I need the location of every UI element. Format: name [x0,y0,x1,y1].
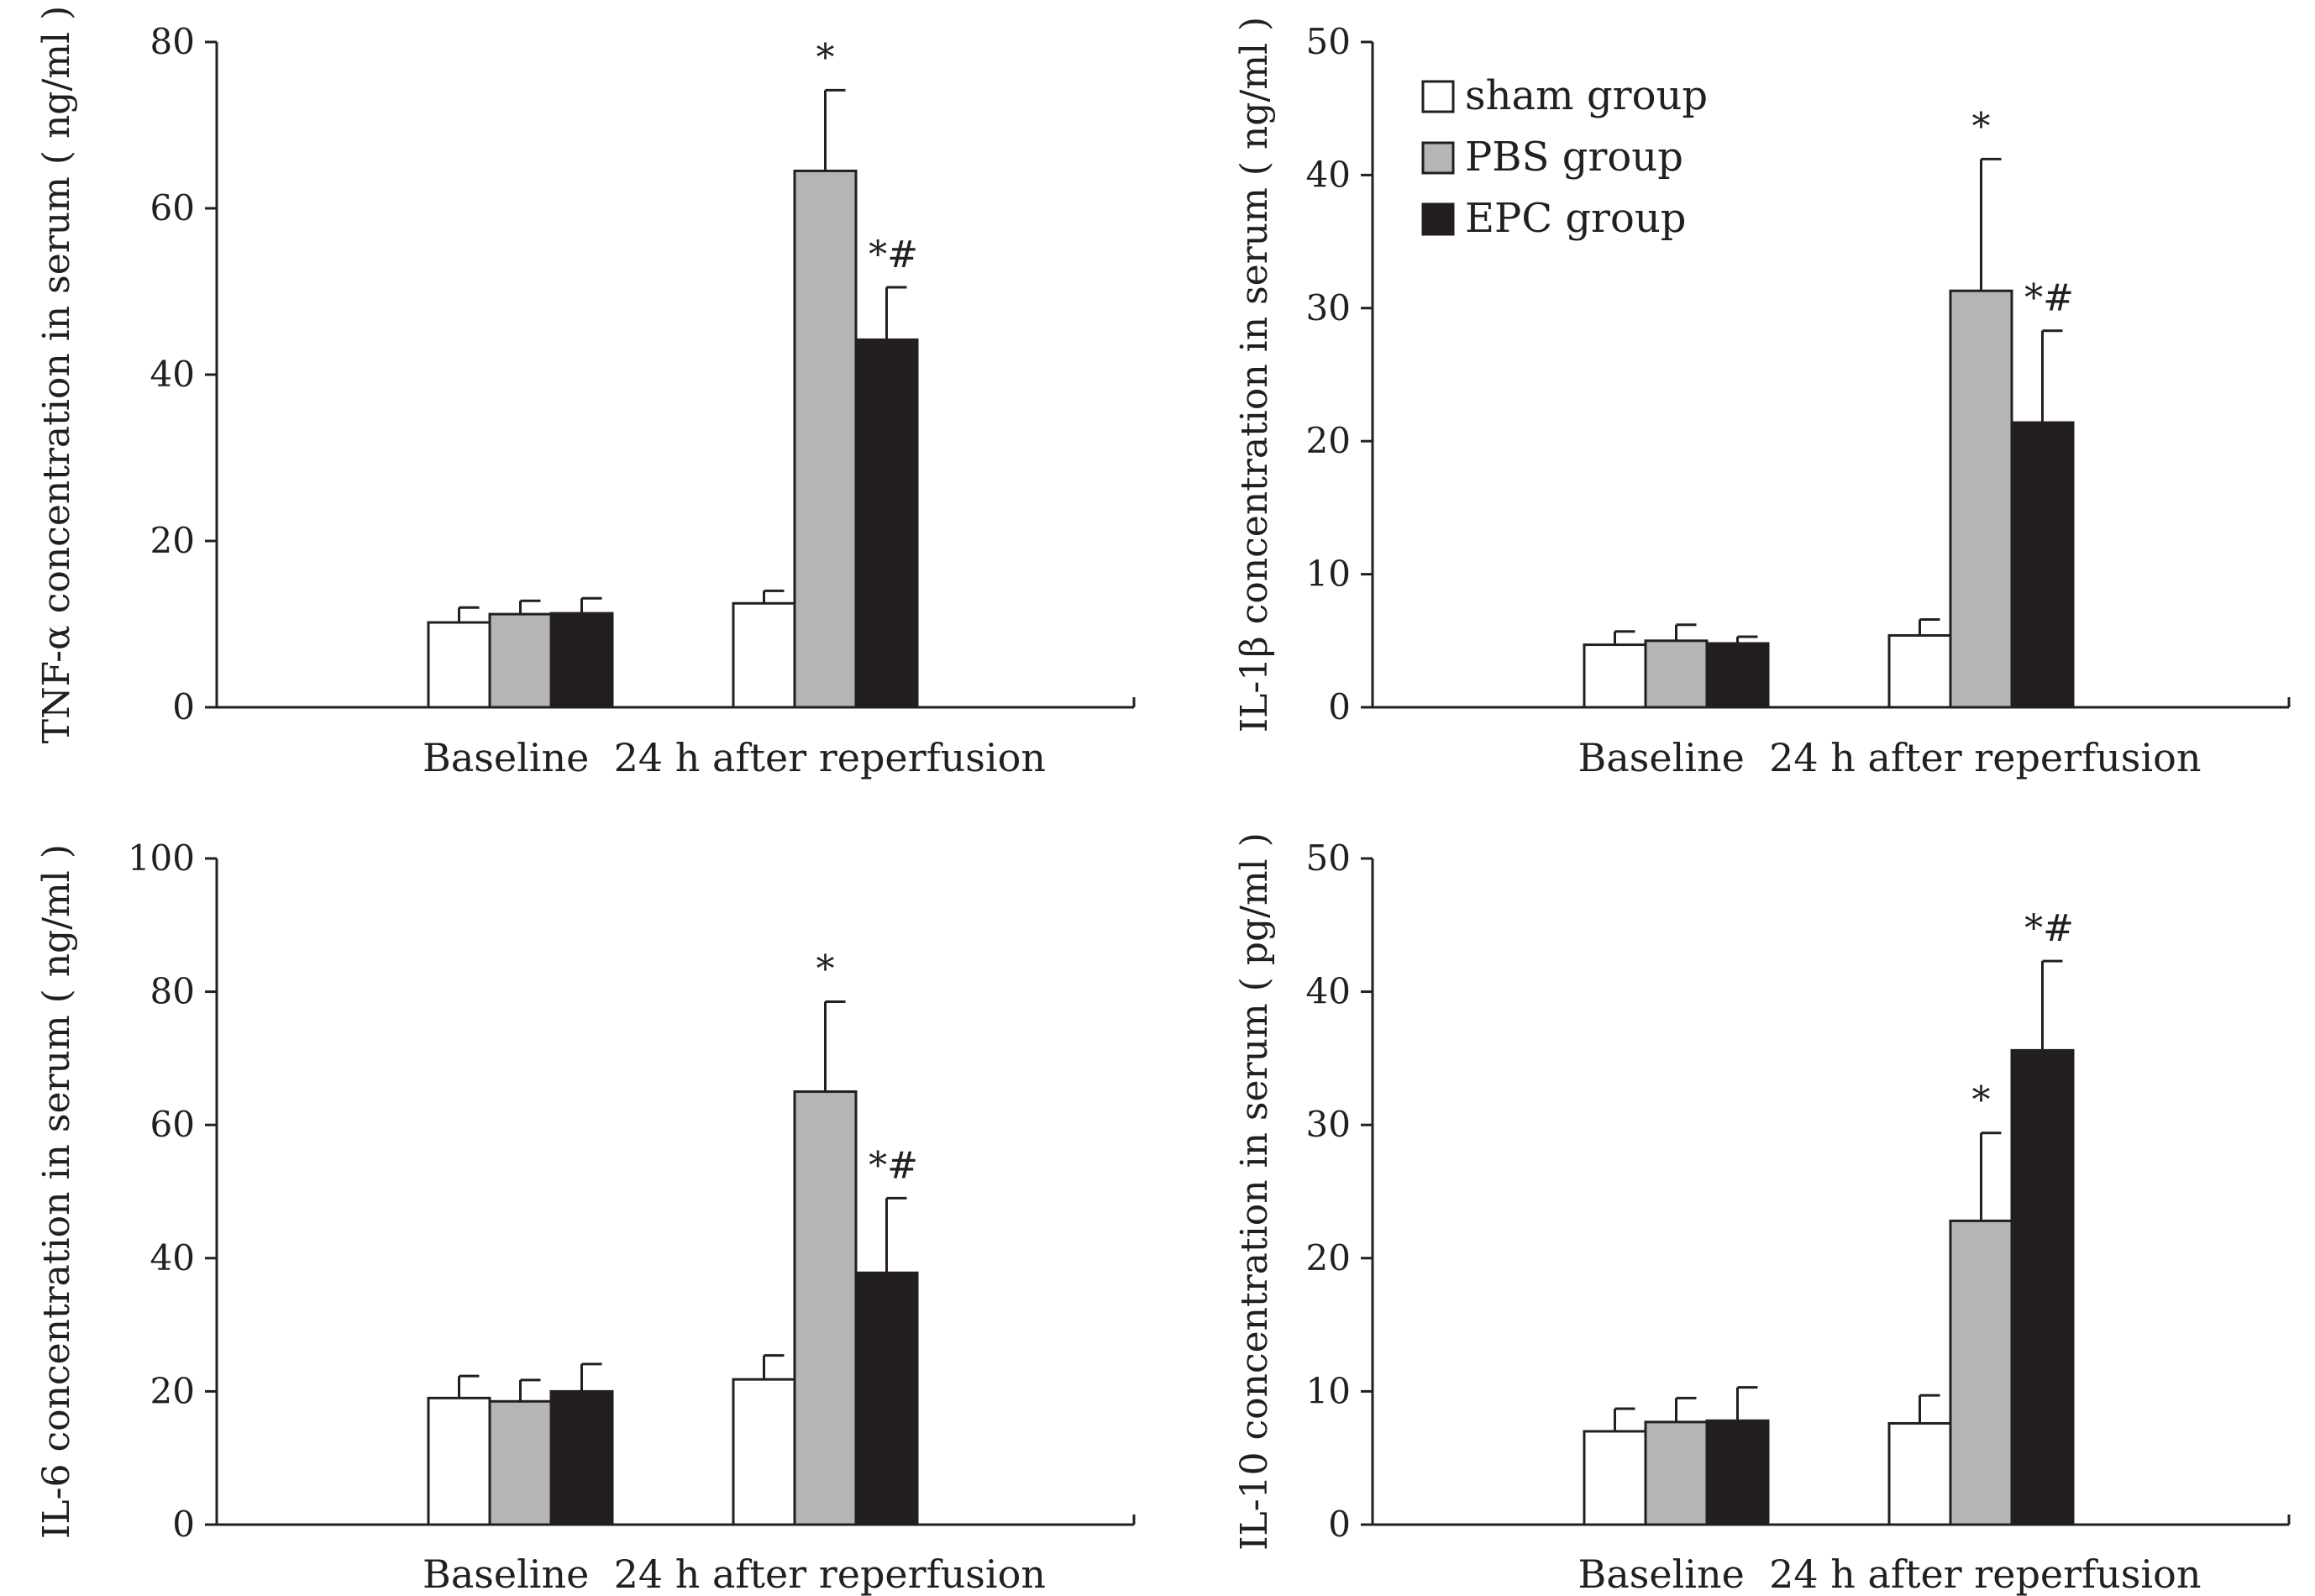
legend-swatch [1421,141,1455,175]
bar [732,1378,796,1526]
y-tick-label: 0 [1328,1504,1351,1545]
legend-label: sham group [1465,72,1708,119]
x-category-label: Baseline 24 h after reperfusion [1578,735,2202,780]
bar [1644,1420,1709,1526]
y-tick-label: 0 [1328,686,1351,727]
bar [427,1396,491,1526]
x-category-label: Baseline 24 h after reperfusion [1578,1551,2202,1596]
y-tick-label: 60 [150,187,195,228]
legend-label: EPC group [1465,195,1687,242]
chart-panel-1: 0 20 40 60 80 TNF-α concentration in serum ( … [35,6,1136,780]
bar [488,1399,553,1526]
y-tick-label: 20 [1306,1237,1351,1278]
y-tick-label: 40 [1306,971,1351,1012]
bar [1949,289,2013,709]
significance-mark: *# [2024,907,2074,950]
bar [2010,421,2075,709]
bar [1583,643,1647,709]
significance-mark: * [816,948,835,990]
y-axis-label: IL-1β concentration in serum ( ng/ml ) [1233,17,1276,732]
bar [793,1090,858,1526]
bar [488,612,553,709]
significance-mark: *# [869,234,918,276]
y-tick-label: 100 [128,837,195,879]
bar [732,601,796,709]
y-axis-label: IL-10 concentration in serum ( pg/ml ) [1233,832,1276,1551]
bar [854,338,919,709]
y-tick-label: 40 [150,1237,195,1278]
bar [1644,639,1709,709]
chart-panel-2: 0 10 20 30 40 50 IL-1β concentration in serum … [1233,17,2291,780]
y-axis-label: IL-6 concentration in serum ( ng/ml ) [35,844,78,1539]
y-tick-label: 0 [172,1504,195,1545]
y-tick-label: 10 [1306,1370,1351,1411]
y-tick-label: 20 [150,520,195,561]
significance-mark: * [1972,105,1991,148]
chart-panel-3: 0 20 40 60 80 100 IL-6 concentration in serum … [35,837,1136,1596]
significance-mark: * [816,36,835,79]
bar [2010,1048,2075,1526]
x-category-label: Baseline 24 h after reperfusion [423,1551,1046,1596]
y-tick-label: 80 [150,971,195,1012]
bar [793,169,858,709]
y-tick-label: 60 [150,1104,195,1145]
y-tick-label: 30 [1306,287,1351,328]
x-category-label: Baseline 24 h after reperfusion [423,735,1046,780]
significance-mark: *# [869,1144,918,1187]
y-axis-label: TNF-α concentration in serum ( ng/ml ) [35,6,78,744]
bar [1705,642,1770,709]
y-tick-label: 80 [150,21,195,62]
legend: sham group PBS group EPC group [1421,72,1708,242]
bar [549,1389,614,1526]
bar [1887,633,1952,709]
y-tick-label: 20 [150,1370,195,1411]
legend-swatch [1421,80,1455,113]
y-tick-label: 20 [1306,420,1351,461]
legend-swatch [1421,202,1455,236]
bar [1949,1219,2013,1526]
bar [1705,1419,1770,1526]
bar [1887,1421,1952,1526]
y-tick-label: 10 [1306,554,1351,595]
bar [1583,1430,1647,1526]
chart-panel-4: 0 10 20 30 40 50 IL-10 concentration in serum … [1233,832,2291,1596]
bar [549,612,614,709]
y-tick-label: 50 [1306,837,1351,879]
y-tick-label: 40 [1306,154,1351,195]
bar [427,621,491,709]
significance-mark: * [1972,1079,1991,1122]
y-tick-label: 30 [1306,1104,1351,1145]
y-tick-label: 40 [150,354,195,395]
legend-label: PBS group [1465,134,1683,181]
bar [854,1271,919,1526]
significance-mark: *# [2024,277,2074,320]
y-tick-label: 0 [172,686,195,727]
y-tick-label: 50 [1306,21,1351,62]
